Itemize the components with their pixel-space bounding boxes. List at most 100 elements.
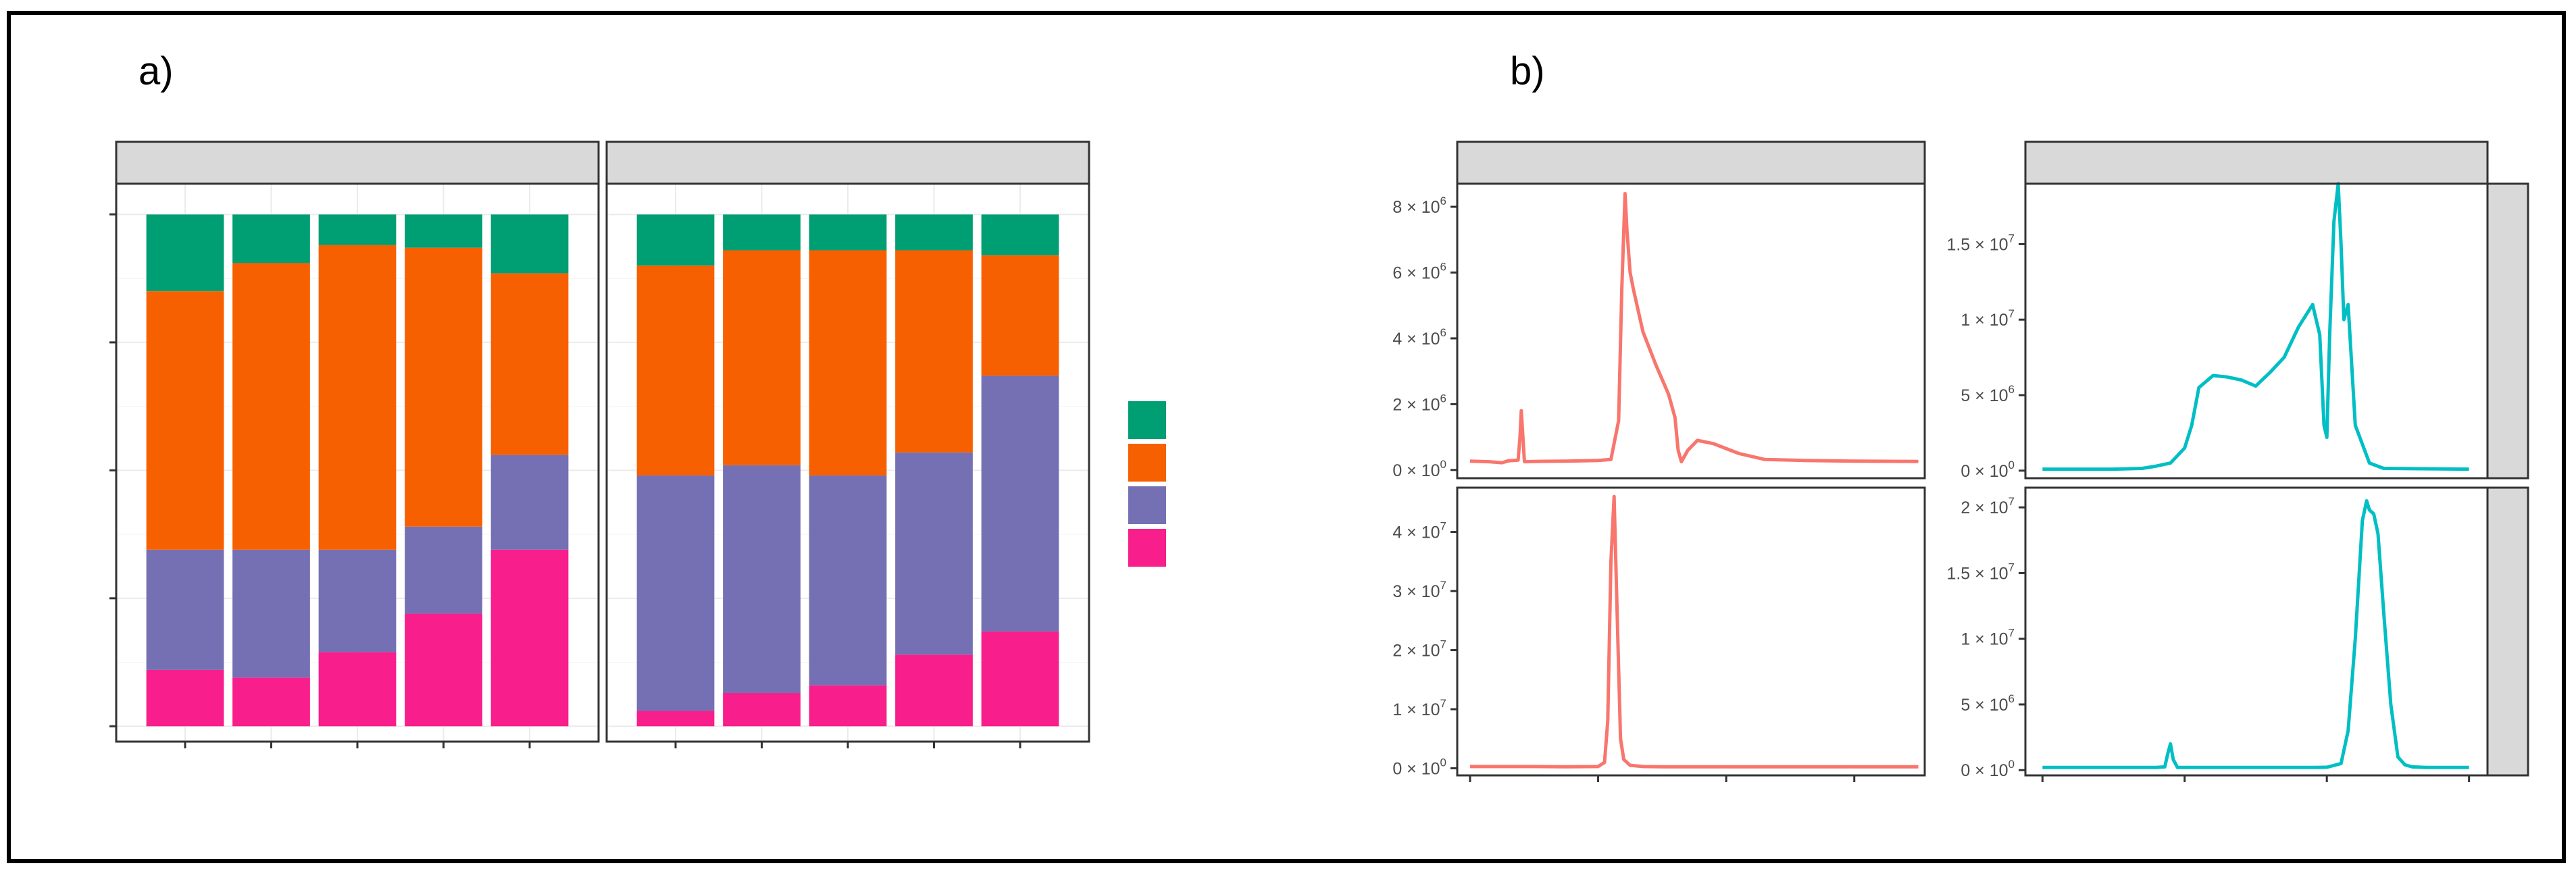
y-tick-label: 1 × 107 <box>1392 697 1446 719</box>
y-tick-label: 5 × 106 <box>1961 383 2015 405</box>
panel-border <box>1456 182 1926 480</box>
y-tick-multiplier: × 10 <box>1970 462 2008 481</box>
y-tick-exponent: 7 <box>1440 579 1446 592</box>
y-tick-label: 1 × 107 <box>1961 627 2015 649</box>
trace-line <box>1469 192 1919 465</box>
y-tick-exponent: 6 <box>1440 261 1446 274</box>
bar-segment <box>981 632 1059 727</box>
bar-segment <box>318 652 397 727</box>
bar-segment <box>636 265 715 475</box>
y-tick-multiplier: × 10 <box>1970 235 2008 254</box>
facet-strip-row <box>2486 486 2529 777</box>
bar-segment <box>981 214 1059 256</box>
panel-border <box>115 182 600 743</box>
bar-segment <box>636 475 715 711</box>
y-tick-mantissa: 1.5 <box>1946 235 1970 254</box>
bar-segment <box>723 250 801 465</box>
bar-segment <box>895 214 973 251</box>
trace-line <box>2042 499 2469 769</box>
bar-segment <box>809 685 887 727</box>
y-tick-exponent: 6 <box>1440 195 1446 207</box>
y-tick-multiplier: × 10 <box>1970 564 2008 583</box>
bar-segment <box>490 273 569 455</box>
y-tick-label: 0 × 100 <box>1961 758 2015 780</box>
y-tick-mantissa: 1 <box>1961 630 1970 649</box>
bar-segment <box>232 214 310 263</box>
facet-strip <box>605 140 1090 185</box>
y-tick-label: 2 × 106 <box>1392 392 1446 414</box>
y-tick-exponent: 7 <box>2009 561 2015 573</box>
panel-label-a: a) <box>138 49 174 93</box>
figure-frame <box>7 11 2566 863</box>
y-tick-label: 4 × 106 <box>1392 326 1446 349</box>
y-tick-exponent: 7 <box>2009 495 2015 508</box>
y-tick-exponent: 7 <box>2009 232 2015 245</box>
bar-segment <box>232 263 310 550</box>
bar-segment <box>895 452 973 655</box>
y-tick-multiplier: × 10 <box>1402 330 1440 349</box>
panel-label-b: b) <box>1510 49 1545 93</box>
bar-segment <box>146 214 224 292</box>
y-tick-multiplier: × 10 <box>1970 761 2008 780</box>
bar-segment <box>809 214 887 251</box>
y-tick-mantissa: 0 <box>1392 760 1402 779</box>
bar-segment <box>809 250 887 475</box>
y-tick-exponent: 6 <box>2009 692 2015 705</box>
y-tick-exponent: 0 <box>1440 756 1446 769</box>
y-tick-label: 3 × 107 <box>1392 579 1446 601</box>
y-tick-label: 0 × 100 <box>1961 459 2015 481</box>
y-tick-exponent: 6 <box>1440 326 1446 339</box>
y-tick-mantissa: 4 <box>1392 330 1402 349</box>
bar-segment <box>232 549 310 678</box>
y-tick-multiplier: × 10 <box>1402 700 1440 719</box>
y-tick-label: 1 × 107 <box>1961 307 2015 330</box>
bar-segment <box>636 711 715 727</box>
bar-segment <box>318 549 397 652</box>
stacked-bar-chart <box>109 140 1166 748</box>
facet-strip-row <box>2486 182 2529 480</box>
y-tick-exponent: 7 <box>2009 627 2015 640</box>
y-tick-exponent: 0 <box>2009 758 2015 771</box>
y-tick-label: 8 × 106 <box>1392 195 1446 217</box>
y-tick-mantissa: 5 <box>1961 696 1970 715</box>
panel-border <box>2024 182 2489 480</box>
y-tick-multiplier: × 10 <box>1970 311 2008 330</box>
y-tick-exponent: 0 <box>1440 458 1446 471</box>
y-tick-mantissa: 3 <box>1392 582 1402 601</box>
y-tick-label: 1.5 × 107 <box>1946 561 2015 583</box>
bar-segment <box>636 214 715 266</box>
y-tick-exponent: 7 <box>1440 520 1446 533</box>
panel-border <box>2024 486 2489 777</box>
bar-segment <box>981 376 1059 632</box>
y-tick-mantissa: 0 <box>1961 462 1970 481</box>
y-tick-exponent: 6 <box>2009 383 2015 396</box>
y-tick-mantissa: 5 <box>1961 386 1970 405</box>
bar-segment <box>490 214 569 274</box>
y-tick-mantissa: 1 <box>1392 700 1402 719</box>
bar-segment <box>490 549 569 727</box>
y-tick-multiplier: × 10 <box>1402 395 1440 414</box>
bar-segment <box>405 526 482 614</box>
y-tick-label: 0 × 100 <box>1392 458 1446 480</box>
panel-background <box>2025 184 2487 478</box>
y-tick-multiplier: × 10 <box>1402 198 1440 217</box>
bar-segment <box>405 247 482 527</box>
y-tick-multiplier: × 10 <box>1970 696 2008 715</box>
trace-line <box>1470 494 1919 769</box>
bar-segment <box>981 255 1059 376</box>
bar-segment <box>723 214 801 251</box>
bar-segment <box>405 214 482 248</box>
y-tick-label: 0 × 100 <box>1392 756 1446 779</box>
panel-background <box>2025 488 2487 775</box>
y-tick-label: 6 × 106 <box>1392 261 1446 283</box>
y-tick-label: 2 × 107 <box>1961 495 2015 517</box>
legend-key <box>1128 444 1166 482</box>
facet-strip <box>1456 140 1926 185</box>
y-tick-multiplier: × 10 <box>1970 498 2008 517</box>
bar-segment <box>405 613 482 727</box>
y-tick-label: 1.5 × 107 <box>1946 232 2015 254</box>
